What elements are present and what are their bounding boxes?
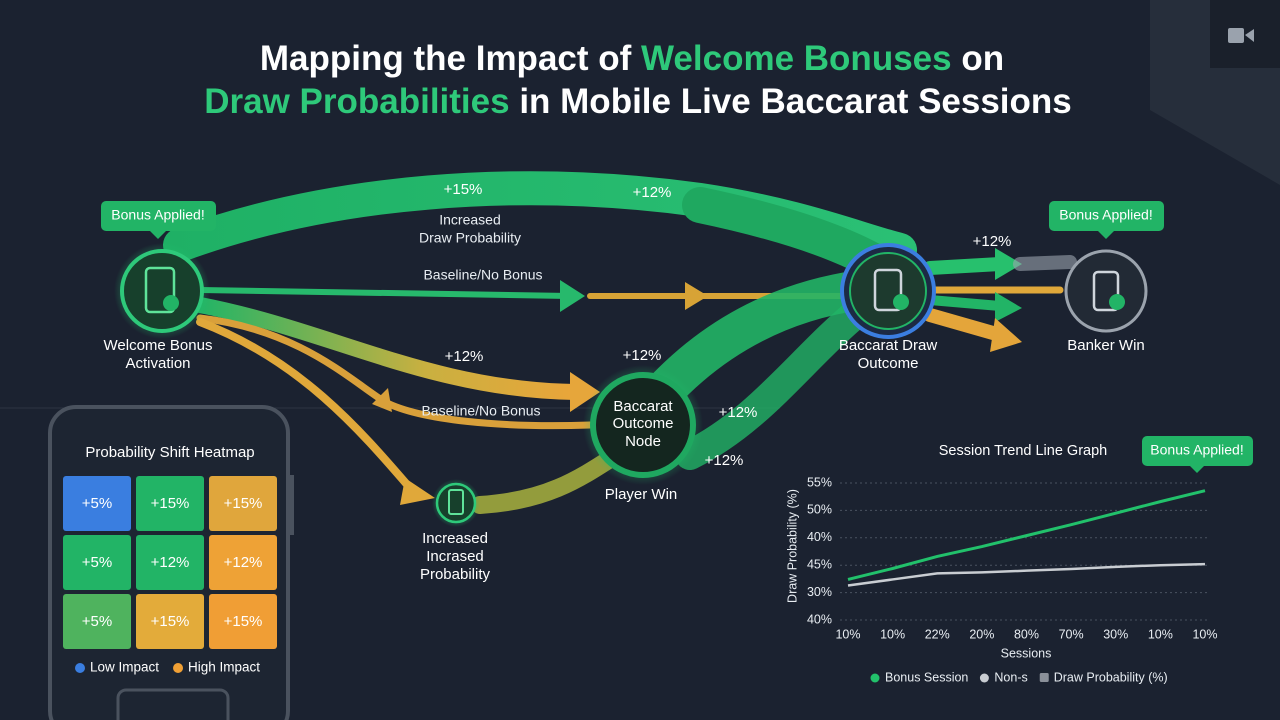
flow-label: +12% bbox=[705, 452, 744, 469]
heat-cell bbox=[63, 476, 131, 531]
node-label: Increased bbox=[422, 530, 488, 547]
y-tick-label: 40% bbox=[807, 530, 832, 544]
legend-label: Draw Probability (%) bbox=[1054, 670, 1168, 684]
flow-label: +12% bbox=[633, 184, 672, 201]
legend-dot bbox=[173, 663, 184, 673]
node-label: Welcome Bonus bbox=[104, 337, 213, 354]
node-label: Baccarat bbox=[613, 398, 673, 415]
camera-panel bbox=[1210, 0, 1280, 68]
chart-title: Session Trend Line Graph bbox=[939, 443, 1107, 459]
legend-marker bbox=[870, 673, 880, 683]
node-label: Banker Win bbox=[1067, 337, 1145, 354]
y-tick-label: 50% bbox=[807, 503, 832, 517]
heat-cell bbox=[63, 594, 131, 649]
heat-cell bbox=[209, 535, 277, 590]
legend-dot bbox=[75, 663, 85, 673]
heat-cell bbox=[136, 594, 204, 649]
node-banker-win[interactable] bbox=[1064, 249, 1148, 333]
heat-cell-label: +5% bbox=[82, 554, 112, 571]
series-line bbox=[847, 489, 1206, 581]
x-tick-label: 22% bbox=[925, 627, 950, 641]
flow-label: Baseline/No Bonus bbox=[423, 267, 542, 283]
flow-label: +12% bbox=[445, 348, 484, 365]
node-outcome[interactable] bbox=[583, 365, 703, 485]
title-line-1: Mapping the Impact of Welcome Bonuses on bbox=[260, 39, 1004, 78]
title-line-2: Draw Probabilities in Mobile Live Baccar… bbox=[204, 82, 1072, 121]
flow-label: +12% bbox=[973, 233, 1012, 250]
flow-label: Draw Probability bbox=[419, 230, 521, 246]
y-tick-label: 30% bbox=[807, 585, 832, 599]
x-tick-label: 70% bbox=[1059, 627, 1084, 641]
heat-cell-label: +15% bbox=[224, 613, 263, 630]
node-label: Baccarat Draw bbox=[839, 337, 938, 354]
x-tick-label: 20% bbox=[969, 627, 994, 641]
heat-cell-label: +15% bbox=[151, 495, 190, 512]
node-draw-outcome[interactable] bbox=[840, 243, 936, 339]
badge: Bonus Applied! bbox=[1049, 201, 1164, 239]
node-small[interactable] bbox=[432, 479, 480, 527]
flow-label: Increased bbox=[439, 212, 500, 228]
legend-marker bbox=[1039, 673, 1049, 682]
legend-marker bbox=[979, 673, 989, 683]
heatmap-title: Probability Shift Heatmap bbox=[85, 444, 254, 461]
heat-cell bbox=[136, 476, 204, 531]
legend-label: Bonus Session bbox=[885, 670, 968, 684]
camera-icon[interactable] bbox=[1228, 28, 1254, 43]
x-tick-label: 10% bbox=[1192, 627, 1217, 641]
node-label: Probability bbox=[420, 566, 491, 583]
badge-text: Bonus Applied! bbox=[1059, 207, 1152, 223]
node-label: Node bbox=[625, 433, 661, 450]
node-label: Outcome bbox=[858, 355, 919, 372]
badge-text: Bonus Applied! bbox=[1150, 442, 1243, 458]
flow-label: +15% bbox=[444, 181, 483, 198]
x-tick-label: 30% bbox=[1103, 627, 1128, 641]
heat-cell-label: +12% bbox=[151, 554, 190, 571]
legend-label: Low Impact bbox=[90, 660, 159, 675]
node-label: Outcome bbox=[613, 415, 674, 432]
y-tick-label: 45% bbox=[807, 557, 832, 571]
trend-chart: 55%50%40%45%30%40%10% 10% 22% 20% 80% 70% 30% 1… bbox=[807, 475, 1218, 684]
node-label: Incrased bbox=[426, 548, 484, 565]
heat-cell-label: +15% bbox=[224, 495, 263, 512]
series-line bbox=[847, 562, 1206, 587]
flow-label: +12% bbox=[719, 404, 758, 421]
node-welcome[interactable] bbox=[114, 243, 210, 339]
heat-cell bbox=[136, 535, 204, 590]
y-axis-label: Draw Probability (%) bbox=[785, 489, 799, 603]
heat-cell bbox=[209, 476, 277, 531]
y-tick-label: 40% bbox=[807, 612, 832, 626]
heat-cell-label: +12% bbox=[224, 554, 263, 571]
heatmap: +5% +15% +15% +5% +12% +12% +5% +15% +15% Low Imp… bbox=[63, 476, 277, 675]
heat-cell bbox=[63, 535, 131, 590]
legend-label: High Impact bbox=[188, 660, 260, 675]
x-tick-label: 80% bbox=[1014, 627, 1039, 641]
heat-cell-label: +5% bbox=[82, 495, 112, 512]
x-tick-label: 10% bbox=[880, 627, 905, 641]
heat-cell bbox=[209, 594, 277, 649]
x-axis-label: Sessions bbox=[1001, 646, 1052, 660]
heat-cell-label: +15% bbox=[151, 613, 190, 630]
legend-label: Non-s bbox=[994, 670, 1027, 684]
flow-label: Baseline/No Bonus bbox=[421, 403, 540, 419]
heat-cell-label: +5% bbox=[82, 613, 112, 630]
badge: Bonus Applied! bbox=[101, 201, 216, 239]
node-label: Activation bbox=[125, 355, 190, 372]
flow-label: +12% bbox=[623, 347, 662, 364]
x-tick-label: 10% bbox=[1148, 627, 1173, 641]
x-tick-label: 10% bbox=[835, 627, 860, 641]
y-tick-label: 55% bbox=[807, 475, 832, 489]
node-caption: Player Win bbox=[605, 486, 678, 503]
badge-text: Bonus Applied! bbox=[111, 207, 204, 223]
badge: Bonus Applied! bbox=[1142, 436, 1253, 473]
